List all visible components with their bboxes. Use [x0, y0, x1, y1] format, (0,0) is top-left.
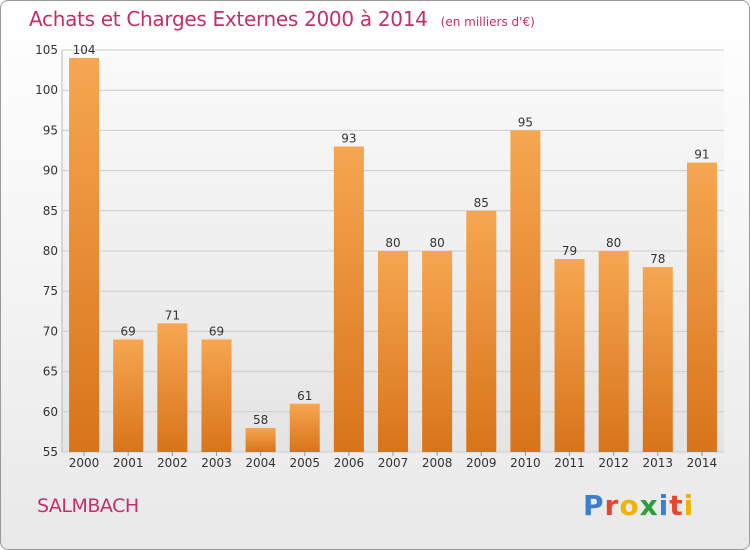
- proxiti-logo[interactable]: Proxiti: [583, 489, 694, 522]
- y-tick-label: 80: [43, 244, 58, 258]
- value-labels: 104 69 71 69 58 61 93 80 80 85 95 79 80 78 91: [73, 43, 710, 427]
- data-label: 80: [606, 236, 621, 250]
- y-tick-label: 65: [43, 365, 58, 379]
- x-tick-label: 2008: [422, 456, 453, 470]
- bar: [422, 251, 453, 452]
- bar: [686, 162, 717, 452]
- data-label: 93: [341, 131, 356, 145]
- x-tick-label: 2000: [69, 456, 100, 470]
- x-axis-ticks: 2000 2001 2002 2003 2004 2005 2006 2007 2008 2009…: [69, 452, 717, 470]
- bar: [69, 58, 100, 452]
- y-tick-label: 55: [43, 445, 58, 459]
- x-tick-label: 2009: [466, 456, 497, 470]
- x-tick-label: 2001: [113, 456, 144, 470]
- x-tick-label: 2002: [157, 456, 188, 470]
- logo-letter: i: [658, 489, 670, 522]
- logo-letter: r: [604, 489, 620, 522]
- y-tick-label: 100: [35, 83, 58, 97]
- x-tick-label: 2004: [245, 456, 276, 470]
- y-tick-label: 95: [43, 123, 58, 137]
- data-label: 85: [474, 196, 489, 210]
- logo-letter: o: [619, 489, 640, 522]
- y-tick-label: 70: [43, 324, 58, 338]
- y-tick-label: 60: [43, 405, 58, 419]
- bar: [201, 339, 232, 452]
- bar: [554, 259, 585, 452]
- x-tick-label: 2005: [289, 456, 320, 470]
- logo-letter: i: [683, 489, 695, 522]
- data-label: 69: [121, 324, 136, 338]
- bar: [157, 323, 188, 452]
- x-tick-label: 2007: [378, 456, 409, 470]
- data-label: 78: [650, 252, 665, 266]
- x-tick-label: 2011: [554, 456, 585, 470]
- logo-letter: P: [583, 489, 605, 522]
- data-label: 58: [253, 413, 268, 427]
- data-label: 95: [518, 115, 533, 129]
- data-label: 61: [297, 389, 312, 403]
- data-label: 71: [165, 308, 180, 322]
- y-axis-ticks: 55 60 65 70 75 80 85 90 95 100 105: [35, 43, 58, 459]
- bar: [466, 210, 497, 452]
- x-tick-label: 2012: [598, 456, 629, 470]
- logo-letter: x: [639, 489, 659, 522]
- bars: [69, 58, 717, 453]
- bar: [510, 130, 541, 452]
- data-label: 80: [429, 236, 444, 250]
- x-tick-label: 2010: [510, 456, 541, 470]
- chart-subtitle: (en milliers d'€): [440, 15, 535, 29]
- title-row: Achats et Charges Externes 2000 à 2014 (…: [29, 7, 535, 31]
- bar: [642, 267, 673, 452]
- bar: [378, 251, 408, 452]
- commune-name: SALMBACH: [37, 495, 139, 517]
- logo-letter: t: [669, 489, 684, 522]
- bar: [333, 146, 364, 453]
- bar: [113, 339, 144, 452]
- bar: [245, 427, 276, 452]
- x-tick-label: 2013: [643, 456, 674, 470]
- data-label: 91: [694, 148, 709, 162]
- x-tick-label: 2003: [201, 456, 232, 470]
- y-tick-label: 75: [43, 284, 58, 298]
- data-label: 79: [562, 244, 577, 258]
- y-tick-label: 85: [43, 204, 58, 218]
- data-label: 104: [73, 43, 96, 57]
- data-label: 80: [385, 236, 400, 250]
- bar: [289, 403, 320, 452]
- y-tick-label: 90: [43, 164, 58, 178]
- x-tick-label: 2006: [334, 456, 365, 470]
- data-label: 69: [209, 324, 224, 338]
- bar: [598, 251, 629, 452]
- chart-title: Achats et Charges Externes 2000 à 2014: [29, 7, 428, 31]
- y-tick-label: 105: [35, 43, 58, 57]
- x-tick-label: 2014: [687, 456, 718, 470]
